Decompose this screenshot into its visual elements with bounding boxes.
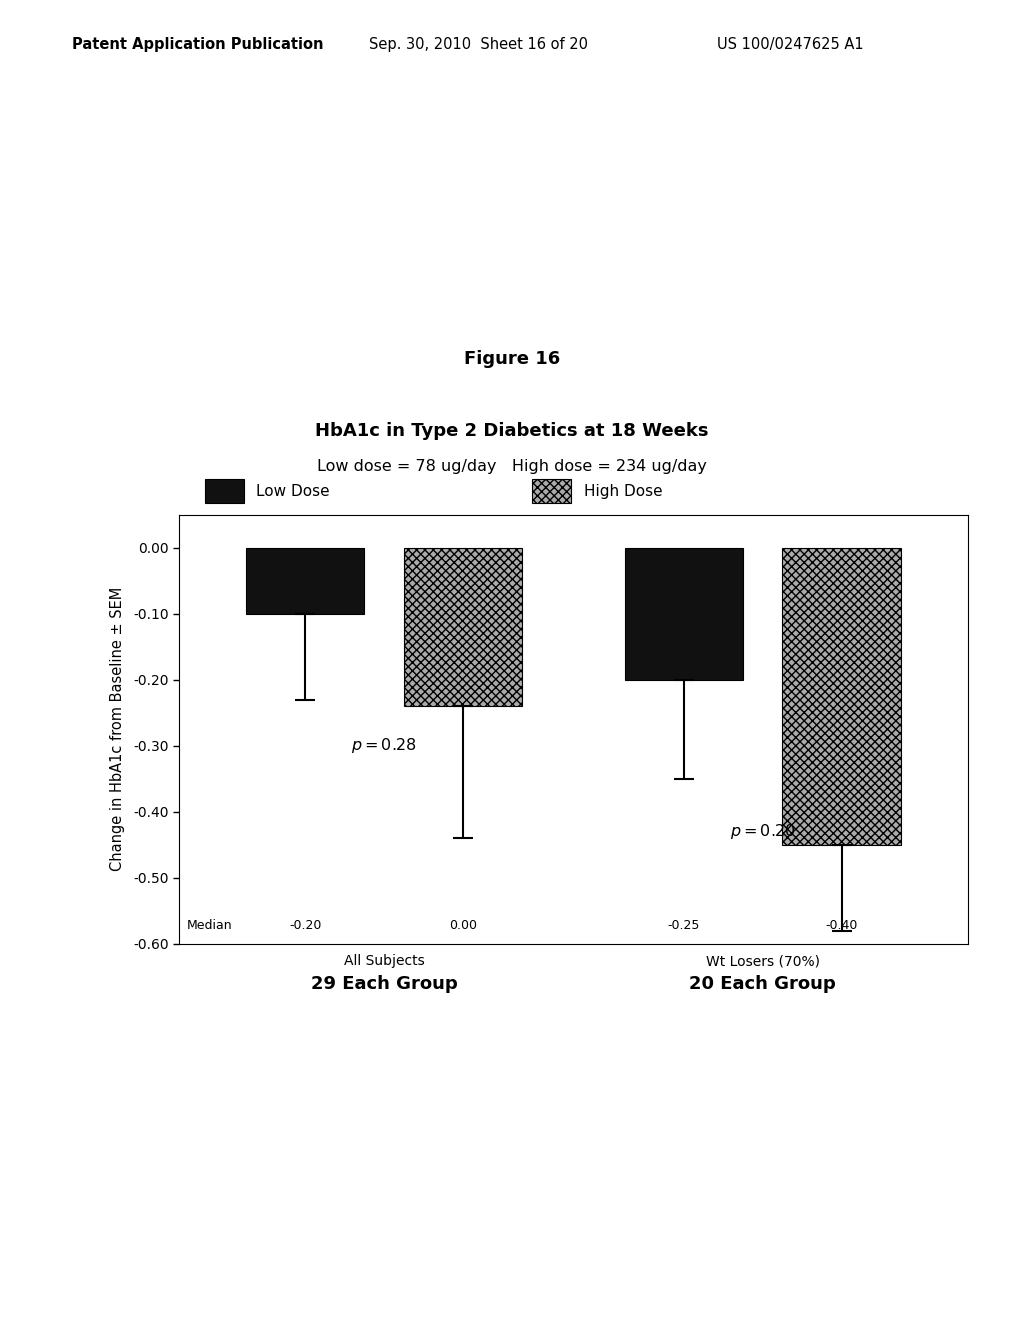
Text: -0.20: -0.20 [289,919,322,932]
Y-axis label: Change in HbA1c from Baseline ± SEM: Change in HbA1c from Baseline ± SEM [110,587,125,871]
Text: Figure 16: Figure 16 [464,350,560,368]
Text: HbA1c in Type 2 Diabetics at 18 Weeks: HbA1c in Type 2 Diabetics at 18 Weeks [315,422,709,441]
Text: 20 Each Group: 20 Each Group [689,975,836,994]
Text: 29 Each Group: 29 Each Group [311,975,458,994]
Text: Wt Losers (70%): Wt Losers (70%) [706,954,819,969]
Text: $p = 0.20$: $p = 0.20$ [730,821,796,841]
Text: -0.40: -0.40 [825,919,858,932]
Text: Low Dose: Low Dose [256,483,330,499]
Text: -0.25: -0.25 [668,919,700,932]
Text: $p = 0.28$: $p = 0.28$ [351,737,417,755]
Text: Low dose = 78 ug/day   High dose = 234 ug/day: Low dose = 78 ug/day High dose = 234 ug/… [317,459,707,474]
Bar [782,548,901,845]
Text: Median: Median [187,919,232,932]
Text: 0.00: 0.00 [450,919,477,932]
Text: All Subjects: All Subjects [344,954,425,969]
Bar [403,548,522,706]
Text: US 100/0247625 A1: US 100/0247625 A1 [717,37,863,51]
Text: High Dose: High Dose [584,483,663,499]
Bar [246,548,365,614]
Bar [625,548,743,680]
Text: Sep. 30, 2010  Sheet 16 of 20: Sep. 30, 2010 Sheet 16 of 20 [369,37,588,51]
Text: Patent Application Publication: Patent Application Publication [72,37,324,51]
